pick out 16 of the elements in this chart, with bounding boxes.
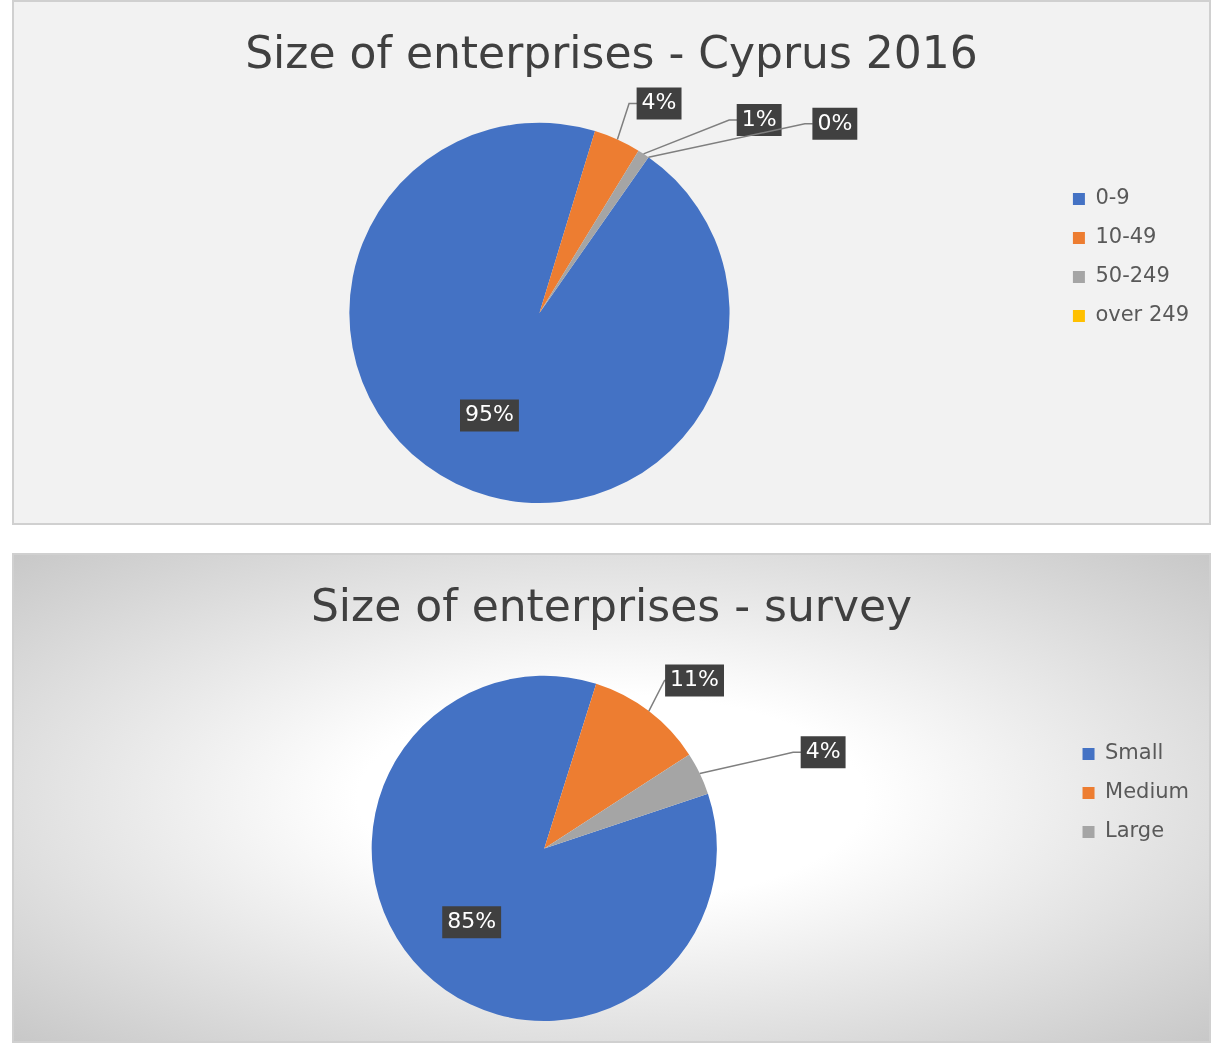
data-label: 1% (741, 105, 777, 131)
data-label: 4% (641, 89, 677, 115)
data-label: 95% (465, 401, 514, 427)
legend-label: over 249 (1095, 302, 1190, 327)
legend-label: Medium (1105, 779, 1190, 804)
text: 0% (817, 109, 853, 135)
chart-title: Size of enterprises - survey (310, 579, 913, 631)
legend-label: Large (1105, 818, 1165, 843)
legend-label: 10-49 (1095, 224, 1157, 249)
data-label: 11% (670, 666, 719, 692)
data-label: 85% (447, 907, 497, 933)
chart-title: Size of enterprises - Cyprus 2016 (245, 26, 978, 78)
data-label: 4% (805, 738, 841, 764)
legend-label: Small (1105, 740, 1164, 765)
legend-label: 50-249 (1095, 263, 1170, 288)
legend-label: 0-9 (1095, 185, 1130, 210)
